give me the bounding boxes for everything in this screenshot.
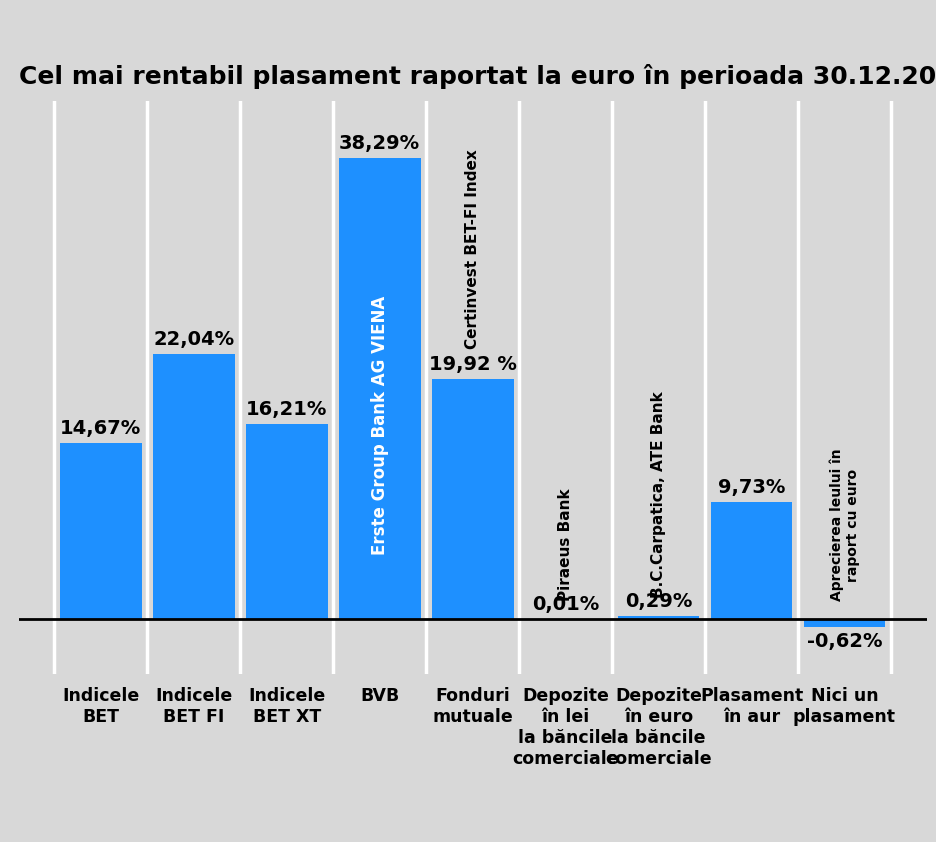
Bar (339, 157, 420, 620)
Bar (153, 354, 235, 620)
Text: 0,29%: 0,29% (625, 592, 693, 611)
Bar (710, 502, 793, 620)
Text: 16,21%: 16,21% (246, 400, 328, 419)
Text: Aprecierea leului în
raport cu euro: Aprecierea leului în raport cu euro (829, 449, 860, 601)
Text: 19,92 %: 19,92 % (429, 355, 517, 375)
Text: Erste Group Bank AG VIENA: Erste Group Bank AG VIENA (371, 296, 388, 555)
Text: -0,62%: -0,62% (807, 632, 883, 651)
Text: 0,01%: 0,01% (532, 595, 599, 615)
Text: 38,29%: 38,29% (339, 134, 420, 153)
Text: Cel mai rentabil plasament raportat la euro în perioada 30.12.2011 -03.02.2012: Cel mai rentabil plasament raportat la e… (19, 64, 936, 89)
Text: Certinvest BET-FI Index: Certinvest BET-FI Index (465, 149, 480, 349)
Text: 9,73%: 9,73% (718, 478, 785, 498)
Bar (60, 443, 141, 620)
Bar (804, 620, 885, 626)
Bar (431, 379, 514, 620)
Text: B.C.Carpatica, ATE Bank: B.C.Carpatica, ATE Bank (651, 391, 666, 598)
Text: Piraeus Bank: Piraeus Bank (558, 488, 573, 601)
Bar (246, 424, 328, 620)
Text: 14,67%: 14,67% (60, 418, 141, 438)
Text: 22,04%: 22,04% (154, 330, 234, 349)
Bar (618, 616, 699, 620)
